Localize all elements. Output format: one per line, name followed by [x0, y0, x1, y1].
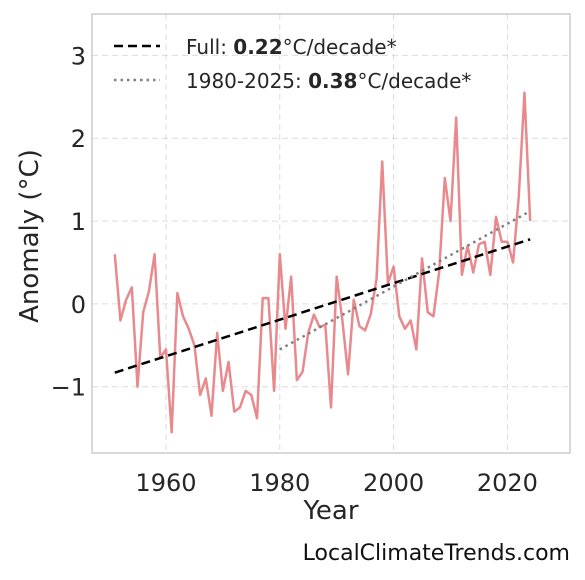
full-trend-line	[114, 238, 531, 374]
legend-full-prefix: Full:	[186, 35, 233, 59]
legend: Full: 0.22°C/decade* 1980-2025: 0.38°C/d…	[114, 35, 471, 93]
series-layer	[113, 91, 532, 434]
legend-full-value: 0.22	[233, 35, 282, 59]
y-tick-label: 1	[71, 208, 86, 236]
x-tick-label: 1980	[249, 469, 310, 497]
source-watermark: LocalClimateTrends.com	[303, 541, 570, 566]
anomaly-series-line	[113, 91, 532, 434]
legend-full-label: Full: 0.22°C/decade*	[186, 35, 397, 59]
plot-frame	[91, 13, 571, 454]
recent-trend-line	[279, 210, 531, 351]
x-tick-label: 2020	[477, 469, 538, 497]
grid	[92, 14, 570, 453]
x-axis-label: Year	[302, 496, 358, 526]
legend-recent-label: 1980-2025: 0.38°C/decade*	[186, 69, 471, 93]
y-tick-label: 2	[71, 125, 86, 153]
y-tick-label: 0	[71, 291, 86, 319]
y-axis-label: Anomaly (°C)	[15, 149, 45, 323]
legend-recent-suffix: °C/decade*	[357, 69, 471, 93]
x-ticks: 1960 1980 2000 2020	[135, 469, 538, 497]
legend-recent-value: 0.38	[308, 69, 357, 93]
x-tick-label: 2000	[363, 469, 424, 497]
y-tick-label: 3	[71, 42, 86, 70]
legend-recent-prefix: 1980-2025:	[186, 69, 308, 93]
legend-full-suffix: °C/decade*	[283, 35, 397, 59]
y-tick-label: −1	[51, 374, 86, 402]
x-tick-label: 1960	[135, 469, 196, 497]
y-ticks: −1 0 1 2 3	[51, 42, 86, 401]
